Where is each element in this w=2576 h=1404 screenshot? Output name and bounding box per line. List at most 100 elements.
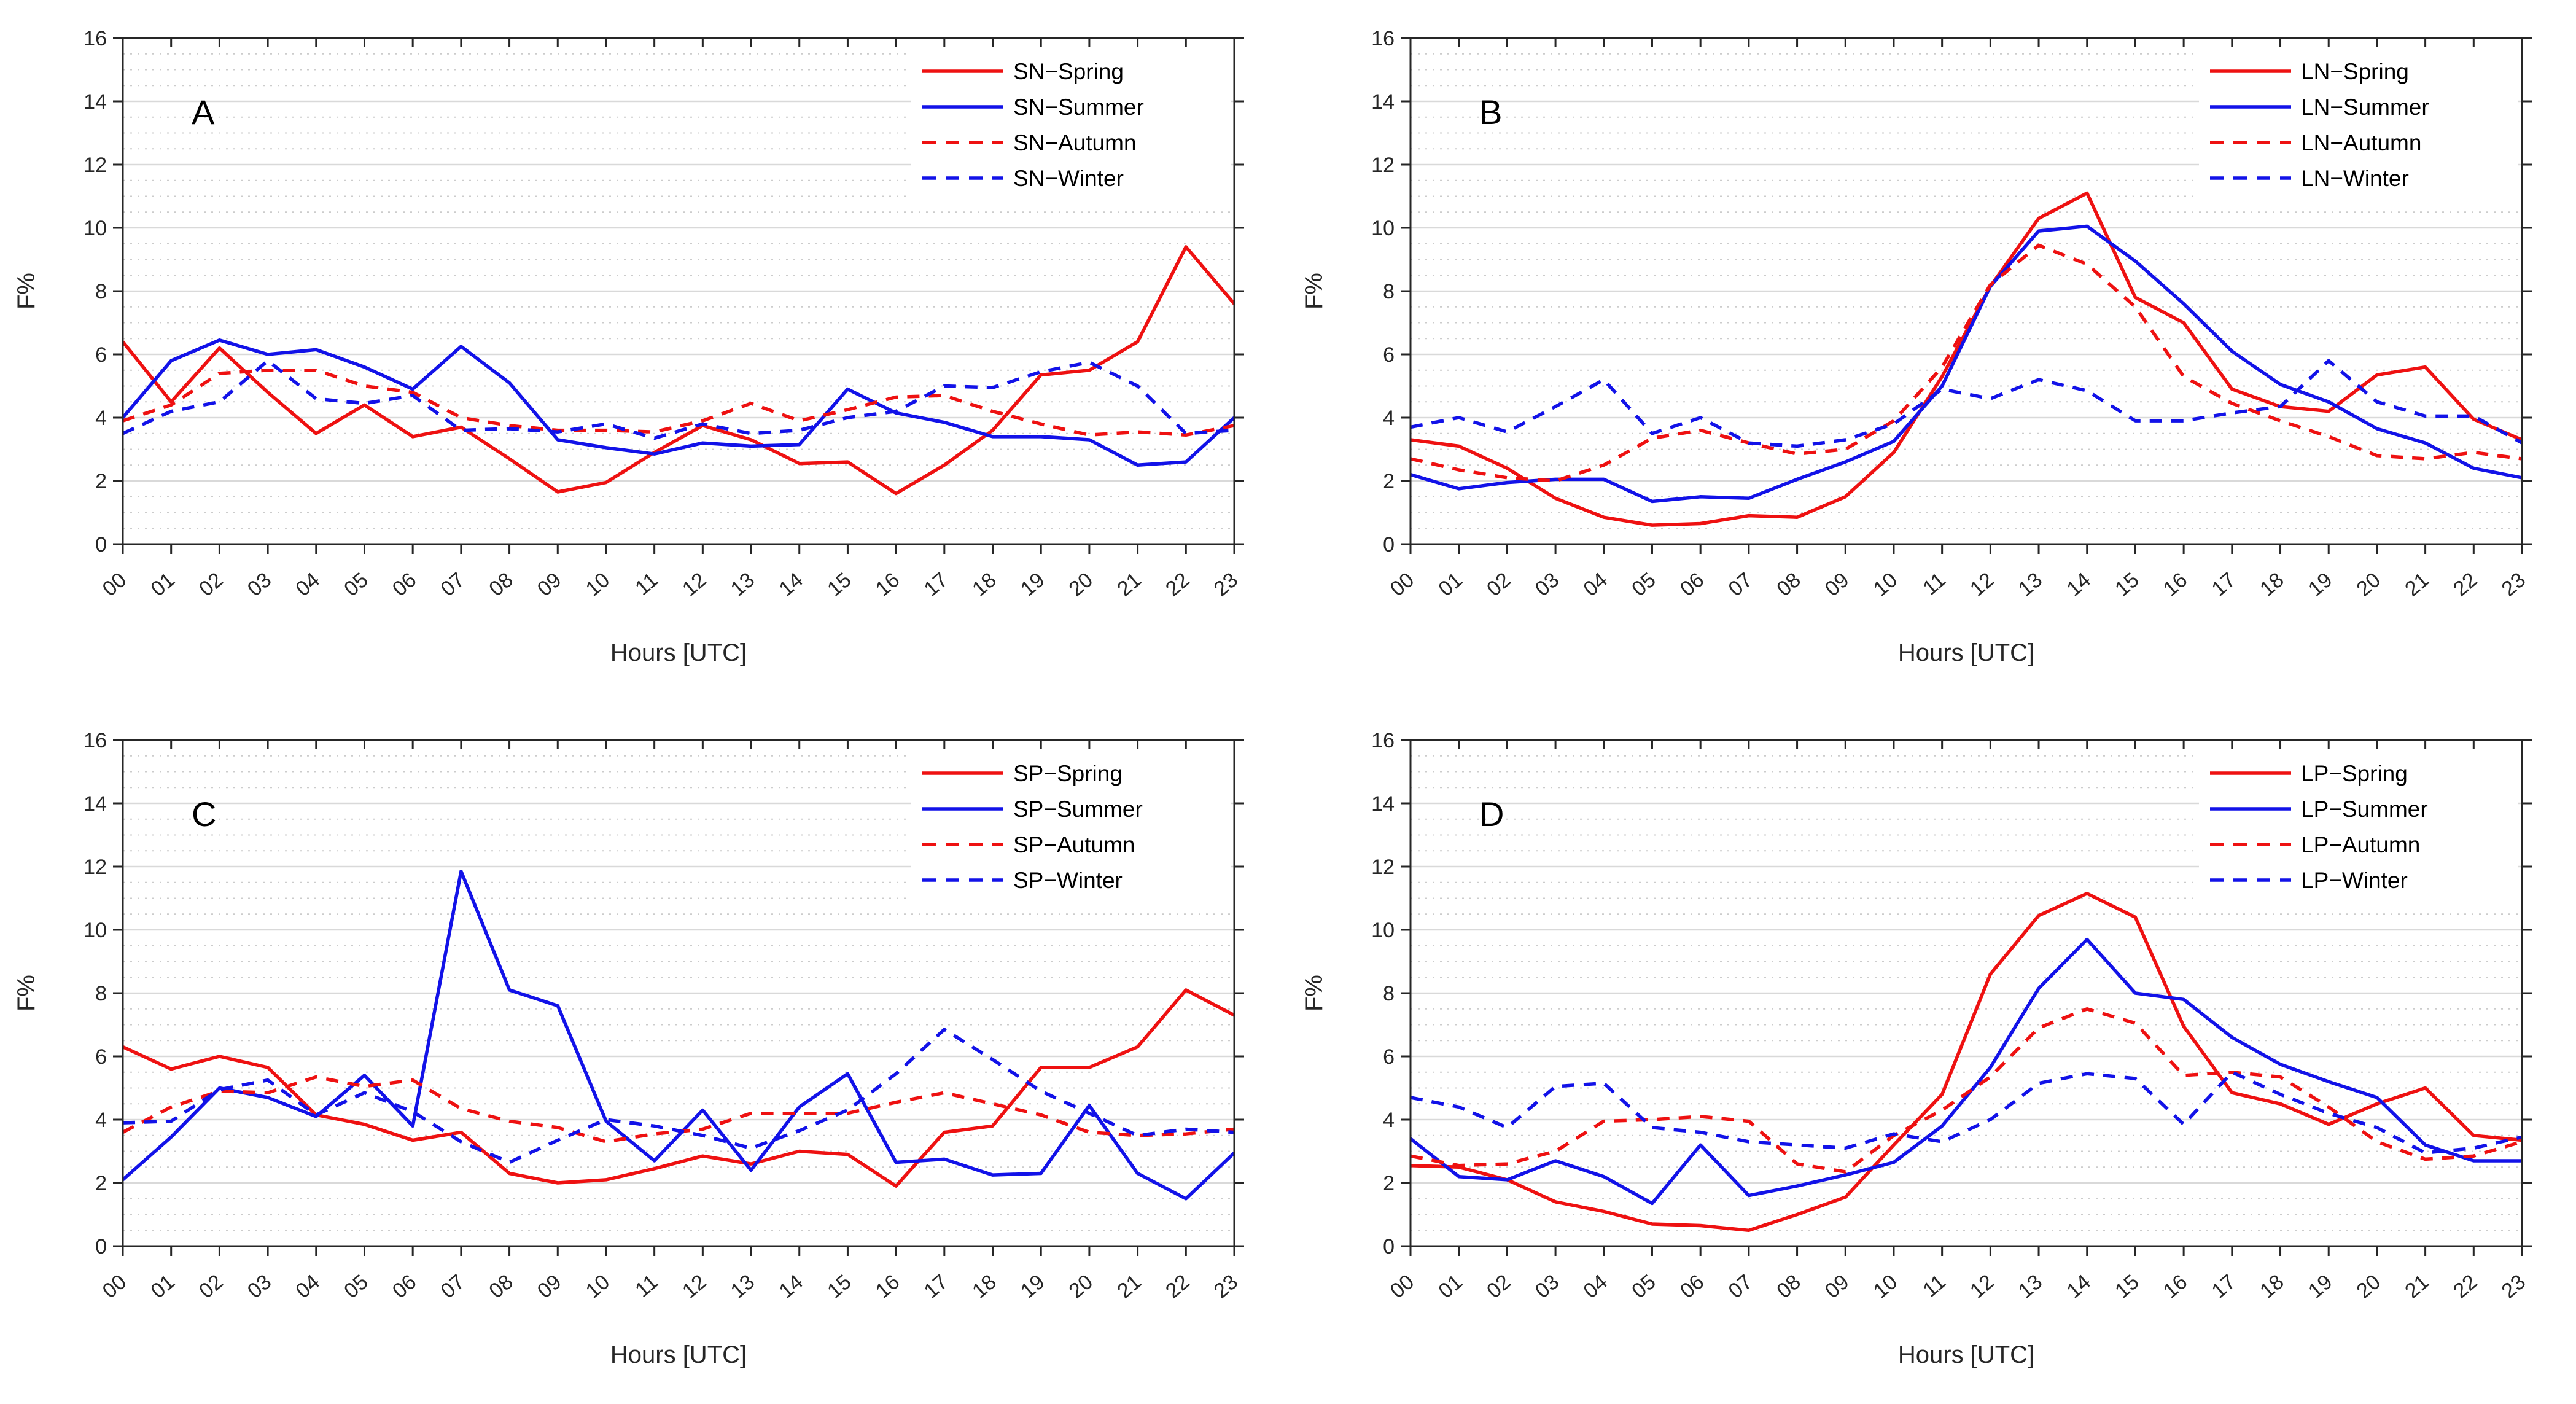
y-tick-label: 14 xyxy=(1371,792,1395,816)
legend-item: SP−Summer xyxy=(922,797,1143,822)
legend-item-label: SP−Spring xyxy=(1013,761,1123,786)
legend-item-label: LP−Winter xyxy=(2301,868,2408,893)
legend-item-label: SP−Autumn xyxy=(1013,832,1135,857)
axis-ticks xyxy=(1401,37,2532,554)
y-tick-label: 2 xyxy=(1383,470,1395,493)
legend-item-label: LP−Spring xyxy=(2301,761,2408,786)
y-tick-label: 6 xyxy=(95,1045,107,1069)
y-axis-label: F% xyxy=(13,273,40,310)
legend-item: SP−Spring xyxy=(922,761,1123,786)
y-axis-label: F% xyxy=(1301,975,1328,1012)
y-tick-label: 10 xyxy=(84,217,107,240)
major-gridlines xyxy=(123,100,1234,482)
x-axis-label: Hours [UTC] xyxy=(610,639,747,666)
y-tick-label: 12 xyxy=(84,154,107,177)
legend-item-label: SN−Autumn xyxy=(1013,130,1137,155)
y-tick-label: 6 xyxy=(1383,343,1395,367)
axis-ticks xyxy=(113,739,1244,1256)
y-tick-label: 0 xyxy=(95,533,107,556)
legend-item-label: SN−Winter xyxy=(1013,166,1124,191)
y-tick-label: 2 xyxy=(95,1172,107,1195)
y-tick-label: 0 xyxy=(95,1235,107,1258)
panel-a-sn-chart: 0 2 4 6 8 10 12 14 16 00 01 02 03 04 05 06 07 08 09 10 11 12 1… xyxy=(0,0,1288,702)
legend-item-label: LN−Spring xyxy=(2301,59,2409,84)
legend-item-label: LP−Autumn xyxy=(2301,832,2420,857)
legend: SN−Spring SN−Summer SN−Autumn SN−Winter xyxy=(911,50,1231,208)
series-line-lp-summer xyxy=(1409,937,2522,1206)
legend: LP−Spring LP−Summer LP−Autumn LP−Winter xyxy=(2199,752,2518,910)
legend-item-label: LN−Autumn xyxy=(2301,130,2421,155)
legend-item: LP−Summer xyxy=(2210,797,2428,822)
y-tick-label: 6 xyxy=(95,343,107,367)
y-tick-label: 16 xyxy=(84,729,107,752)
legend-item: LN−Summer xyxy=(2210,95,2429,120)
y-tick-labels: 0 2 4 6 8 10 12 14 16 xyxy=(1371,27,1395,556)
legend-background xyxy=(911,752,1231,910)
y-axis-label: F% xyxy=(13,975,40,1012)
legend-item: LN−Autumn xyxy=(2210,130,2421,155)
legend-item: LP−Autumn xyxy=(2210,832,2420,857)
legend-background xyxy=(911,50,1231,208)
y-tick-label: 14 xyxy=(84,90,107,114)
series-line-lp-spring xyxy=(1410,892,2523,1233)
y-tick-label: 8 xyxy=(95,280,107,303)
y-tick-label: 4 xyxy=(95,1109,107,1132)
y-tick-labels: 0 2 4 6 8 10 12 14 16 xyxy=(1371,729,1395,1258)
minor-gridlines xyxy=(123,53,1234,529)
legend-item-label: LP−Summer xyxy=(2301,797,2428,822)
y-tick-label: 10 xyxy=(1371,217,1395,240)
legend-item: LN−Spring xyxy=(2210,59,2409,84)
x-axis-label: Hours [UTC] xyxy=(1898,639,2034,666)
series-line-ln-winter xyxy=(1410,359,2523,448)
legend: LN−Spring LN−Summer LN−Autumn LN−Winter xyxy=(2199,50,2518,208)
y-tick-label: 10 xyxy=(84,919,107,942)
y-tick-label: 12 xyxy=(84,856,107,879)
y-tick-label: 8 xyxy=(1383,982,1395,1005)
series-line-ln-autumn xyxy=(1410,243,2523,483)
series-line-sn-winter xyxy=(122,359,1235,440)
y-tick-label: 8 xyxy=(95,982,107,1005)
panel-letter: C xyxy=(192,795,216,833)
y-tick-label: 0 xyxy=(1383,1235,1395,1258)
series-line-sp-spring xyxy=(122,988,1235,1188)
panel-letter: A xyxy=(192,93,215,131)
y-tick-label: 14 xyxy=(1371,90,1395,114)
y-tick-label: 16 xyxy=(1371,729,1395,752)
y-tick-labels: 0 2 4 6 8 10 12 14 16 xyxy=(84,729,107,1258)
panel-b-ln-chart: 0 2 4 6 8 10 12 14 16 00 01 02 03 04 05 06 07 08 09 10 11 12 1… xyxy=(1288,0,2576,702)
legend-item: LN−Winter xyxy=(2210,166,2409,191)
y-tick-labels: 0 2 4 6 8 10 12 14 16 xyxy=(84,27,107,556)
x-axis-label: Hours [UTC] xyxy=(1898,1341,2034,1368)
x-axis-label: Hours [UTC] xyxy=(610,1341,747,1368)
y-tick-label: 6 xyxy=(1383,1045,1395,1069)
series-line-lp-winter xyxy=(1410,1071,2523,1155)
legend-item: LP−Spring xyxy=(2210,761,2408,786)
series-line-sp-winter xyxy=(122,1028,1235,1164)
y-tick-label: 12 xyxy=(1371,856,1395,879)
legend-item: LP−Winter xyxy=(2210,868,2408,893)
legend-item: SN−Spring xyxy=(922,59,1124,84)
legend-item-label: SN−Spring xyxy=(1013,59,1124,84)
y-tick-label: 4 xyxy=(95,407,107,430)
y-axis-label: F% xyxy=(1301,273,1328,310)
legend-background xyxy=(2199,752,2518,910)
series-line-sp-summer xyxy=(122,869,1235,1201)
panel-d-lp-chart: 0 2 4 6 8 10 12 14 16 00 01 02 03 04 05 06 07 08 09 10 11 12 1… xyxy=(1288,702,2576,1404)
y-tick-label: 10 xyxy=(1371,919,1395,942)
legend-item-label: LN−Summer xyxy=(2301,95,2429,120)
y-tick-label: 4 xyxy=(1383,407,1395,430)
legend-item: SP−Winter xyxy=(922,868,1123,893)
minor-gridlines xyxy=(1411,755,2522,1231)
y-tick-label: 16 xyxy=(1371,27,1395,50)
series-line-sn-autumn xyxy=(122,369,1235,437)
legend-background xyxy=(2199,50,2518,208)
y-tick-label: 0 xyxy=(1383,533,1395,556)
y-tick-label: 14 xyxy=(84,792,107,816)
axis-ticks xyxy=(113,37,1244,554)
panel-letter: D xyxy=(1479,795,1504,833)
y-tick-label: 16 xyxy=(84,27,107,50)
